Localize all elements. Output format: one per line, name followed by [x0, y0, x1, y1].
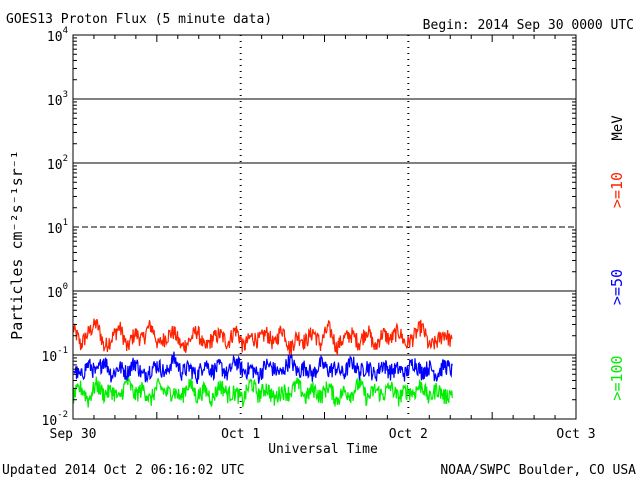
begin-time: Begin: 2014 Sep 30 0000 UTC [423, 18, 634, 33]
legend-entry: >=50 [608, 269, 626, 305]
series-line [72, 318, 453, 356]
x-tick-label: Oct 3 [556, 427, 595, 442]
legend-entry: >=10 [608, 172, 626, 208]
energy-legend: >=10 >=50 >=100 MeV [608, 115, 626, 401]
y-axis-label: Particles cm⁻²s⁻¹sr⁻¹ [8, 150, 26, 340]
x-tick-labels: Sep 30 Oct 1 Oct 2 Oct 3 [50, 427, 596, 442]
axis-ticks [73, 35, 576, 419]
energy-unit: MeV [610, 115, 626, 141]
chart-title: GOES13 Proton Flux (5 minute data) [6, 12, 272, 27]
series-line [72, 351, 453, 385]
legend-entry: >=100 [608, 355, 626, 400]
x-tick-label: Oct 1 [221, 427, 260, 442]
series-line [72, 376, 453, 408]
series-group [72, 318, 453, 408]
updated-timestamp: Updated 2014 Oct 2 06:16:02 UTC [2, 463, 245, 478]
x-axis-label: Universal Time [268, 442, 378, 457]
x-tick-label: Sep 30 [50, 427, 97, 442]
plot-frame [72, 34, 577, 420]
x-tick-label: Oct 2 [389, 427, 428, 442]
grid-lines [73, 35, 576, 419]
source-credit: NOAA/SWPC Boulder, CO USA [440, 463, 636, 478]
